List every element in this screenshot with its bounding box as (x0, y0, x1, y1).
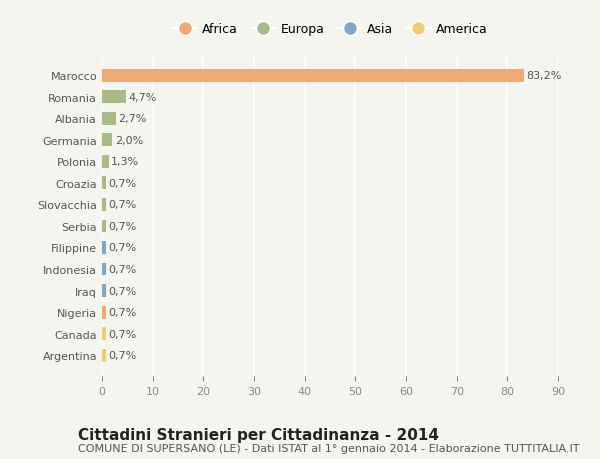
Text: 0,7%: 0,7% (108, 243, 136, 253)
Text: 0,7%: 0,7% (108, 286, 136, 296)
Text: 0,7%: 0,7% (108, 329, 136, 339)
Bar (102, 241, 106, 254)
Bar (102, 285, 106, 297)
Text: 2,7%: 2,7% (118, 114, 146, 124)
Legend: Africa, Europa, Asia, America: Africa, Europa, Asia, America (169, 20, 491, 40)
Text: 0,7%: 0,7% (108, 200, 136, 210)
Bar (102, 199, 106, 212)
Bar (102, 91, 126, 104)
Text: COMUNE DI SUPERSANO (LE) - Dati ISTAT al 1° gennaio 2014 - Elaborazione TUTTITAL: COMUNE DI SUPERSANO (LE) - Dati ISTAT al… (78, 443, 580, 453)
Bar (102, 156, 109, 168)
Bar (102, 134, 112, 147)
Bar (102, 220, 106, 233)
Text: 0,7%: 0,7% (108, 222, 136, 231)
Bar (102, 327, 106, 340)
Bar (102, 349, 106, 362)
Text: 4,7%: 4,7% (128, 93, 157, 103)
Bar (102, 306, 106, 319)
Text: 83,2%: 83,2% (526, 71, 562, 81)
Bar (102, 177, 106, 190)
Text: 0,7%: 0,7% (108, 264, 136, 274)
Text: 1,3%: 1,3% (111, 157, 139, 167)
Text: Cittadini Stranieri per Cittadinanza - 2014: Cittadini Stranieri per Cittadinanza - 2… (78, 427, 439, 442)
Text: 0,7%: 0,7% (108, 308, 136, 317)
Text: 0,7%: 0,7% (108, 179, 136, 189)
Text: 0,7%: 0,7% (108, 350, 136, 360)
Text: 2,0%: 2,0% (115, 135, 143, 146)
Bar (102, 70, 524, 83)
Bar (102, 112, 116, 125)
Bar (102, 263, 106, 276)
